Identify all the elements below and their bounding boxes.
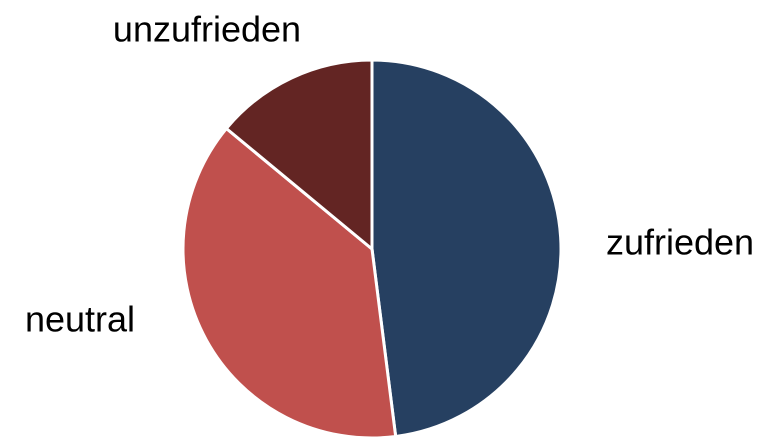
slice-label: zufrieden [606,222,754,263]
pie-slice [224,58,374,251]
pie-slice [181,127,398,438]
slice-label: unzufrieden [113,9,301,50]
pie-slice [370,58,563,438]
slice-label: neutral [25,299,135,340]
